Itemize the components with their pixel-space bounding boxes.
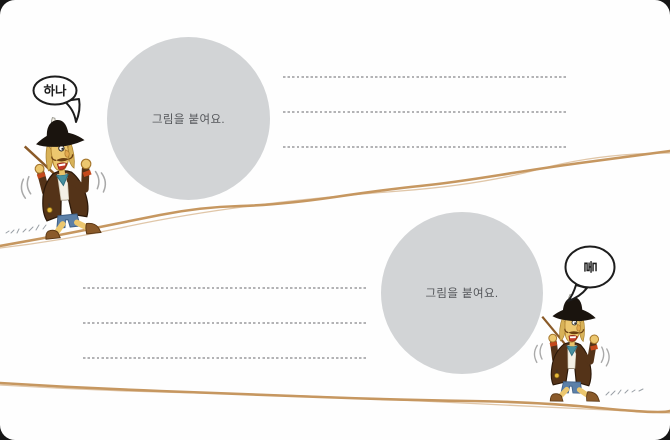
paste-picture-label-2: 그림을 붙여요. <box>425 288 499 300</box>
cowboy-character-1 <box>8 109 118 244</box>
hill-line-bottom <box>0 381 670 414</box>
paste-picture-area-1: 그림을 붙여요. <box>107 37 270 200</box>
writing-line <box>283 76 568 78</box>
cowboy-character-2 <box>526 291 619 405</box>
writing-line <box>283 111 568 113</box>
speech-bubble-2-text: 둘 <box>583 261 598 273</box>
speech-bubble-2: 둘 <box>564 245 616 302</box>
writing-line <box>83 287 367 289</box>
writing-line <box>283 146 568 148</box>
hill-line-top <box>0 149 670 249</box>
speech-bubble-1: 하나 <box>32 75 81 123</box>
scribble-marks <box>5 224 644 396</box>
paste-picture-area-2: 그림을 붙여요. <box>381 212 543 374</box>
speech-bubble-1-text: 하나 <box>43 83 67 98</box>
paste-picture-label-1: 그림을 붙여요. <box>151 113 226 126</box>
writing-line <box>83 322 367 324</box>
writing-line <box>83 357 367 359</box>
